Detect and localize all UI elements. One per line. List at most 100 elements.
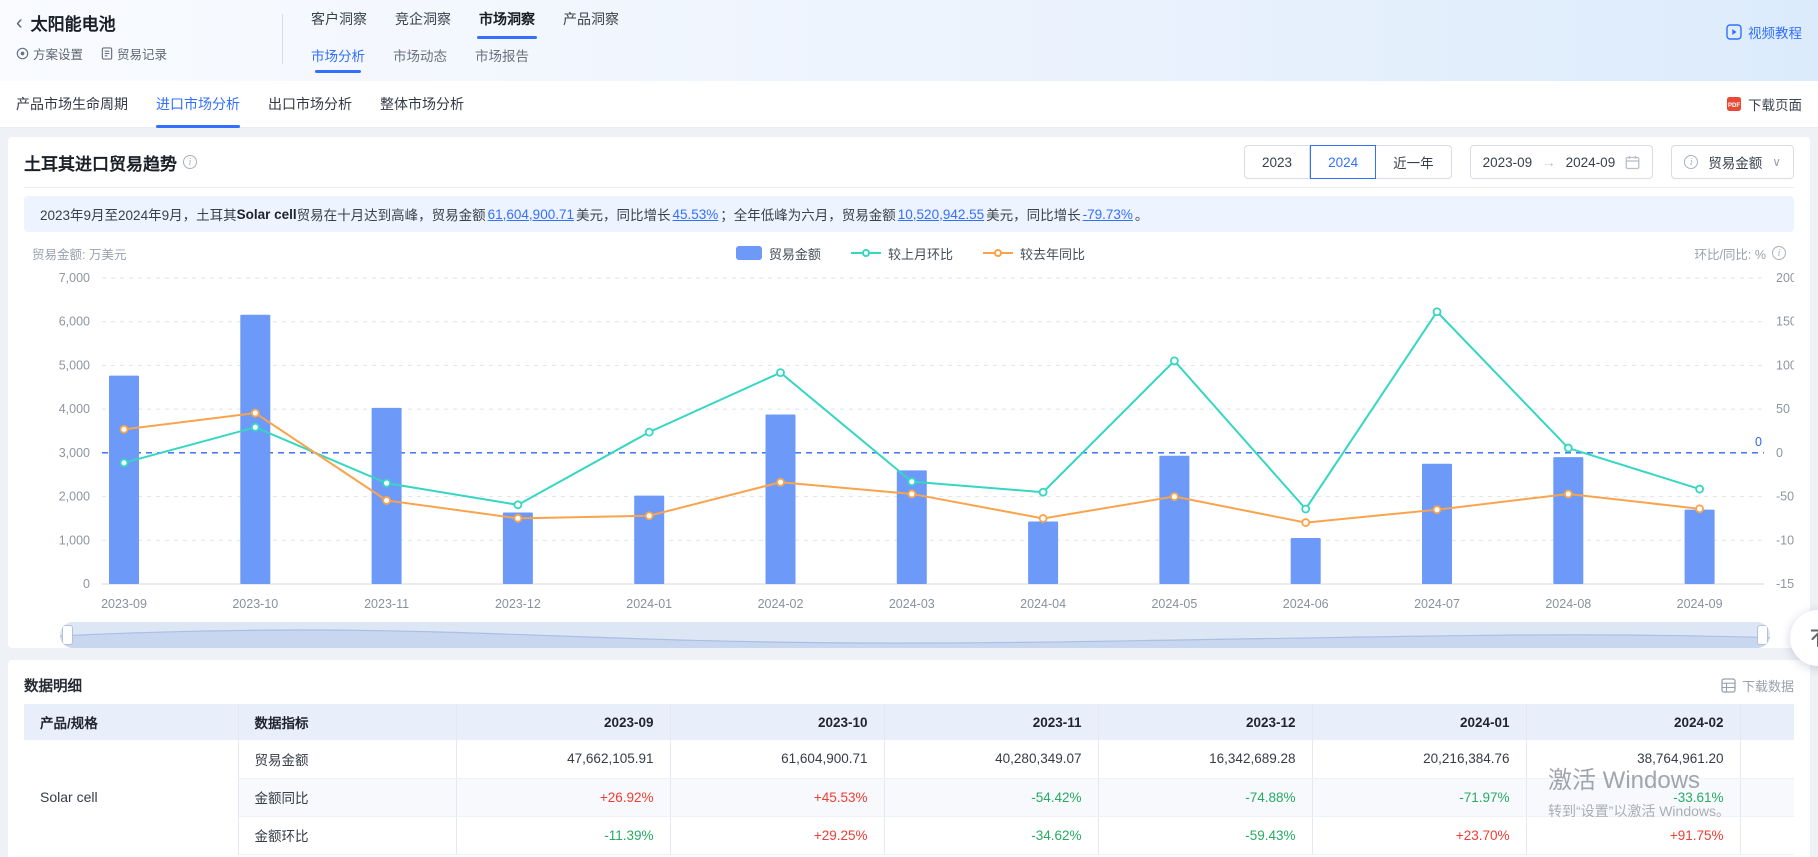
document-icon — [101, 47, 113, 60]
value-cell: +26.92% — [456, 778, 670, 816]
col-month: 2023-12 — [1098, 704, 1312, 740]
metric-dropdown[interactable]: i 贸易金额 ∨ — [1671, 145, 1794, 179]
table-section-title: 数据明细 — [24, 675, 82, 696]
legend-label: 较去年同比 — [1020, 244, 1085, 263]
tab-market-insight[interactable]: 市场洞察 — [477, 9, 537, 39]
svg-text:5,000: 5,000 — [59, 358, 90, 372]
value-cell: -11.39% — [456, 816, 670, 854]
calendar-icon — [1625, 155, 1640, 170]
line-swatch-icon — [851, 252, 881, 254]
nav-export-analysis[interactable]: 出口市场分析 — [268, 81, 352, 128]
svg-text:100: 100 — [1776, 358, 1794, 372]
year-segmented-control: 2023 2024 近一年 — [1244, 145, 1452, 179]
col-month: 2023-11 — [884, 704, 1098, 740]
chart-caption-row: 贸易金额: 万美元 贸易金额 较上月环比 较去年同比 环比/同比: % i — [32, 244, 1786, 262]
tab-product-insight[interactable]: 产品洞察 — [561, 9, 621, 39]
svg-text:2024-04: 2024-04 — [1020, 597, 1066, 611]
svg-text:2023-12: 2023-12 — [495, 597, 541, 611]
svg-text:PDF: PDF — [1728, 103, 1740, 109]
summary-highlight-value: 61,604,900.71 — [488, 207, 574, 222]
value-cell: +23.70% — [1312, 816, 1526, 854]
download-data-button[interactable]: 下载数据 — [1721, 676, 1794, 695]
svg-text:2024-07: 2024-07 — [1414, 597, 1460, 611]
table-row: Solar cell 贸易金额 47,662,105.91 61,604,900… — [24, 740, 1794, 778]
download-page-button[interactable]: PDF 下载页面 — [1726, 94, 1802, 114]
date-range-picker[interactable]: 2023-09 → 2024-09 — [1470, 145, 1654, 179]
right-axis-info-icon[interactable]: i — [1772, 246, 1786, 260]
value-cell: +29.25% — [670, 816, 884, 854]
summary-text: ；全年低峰为六月，贸易金额 — [720, 204, 896, 224]
svg-text:1,000: 1,000 — [59, 533, 90, 547]
col-partial — [1740, 704, 1794, 740]
year-2023-button[interactable]: 2023 — [1244, 145, 1310, 179]
right-axis-caption: 环比/同比: % i — [1694, 244, 1786, 263]
legend-mom[interactable]: 较上月环比 — [851, 244, 953, 263]
metric-info-icon: i — [1684, 155, 1698, 169]
nav-import-analysis[interactable]: 进口市场分析 — [156, 81, 240, 128]
col-month: 2024-01 — [1312, 704, 1526, 740]
summary-highlight-value: 10,520,942.55 — [898, 207, 984, 222]
svg-text:2023-10: 2023-10 — [232, 597, 278, 611]
chart-legend: 贸易金额 较上月环比 较去年同比 — [736, 244, 1085, 263]
summary-text: 贸易在十月达到高峰，贸易金额 — [297, 204, 486, 224]
svg-text:2024-09: 2024-09 — [1677, 597, 1723, 611]
scheme-settings-label: 方案设置 — [33, 44, 83, 63]
trade-records-button[interactable]: 贸易记录 — [101, 44, 167, 63]
download-page-label: 下载页面 — [1748, 94, 1802, 114]
table-row: 金额同比 +26.92% +45.53% -54.42% -74.88% -71… — [24, 778, 1794, 816]
nav-product-lifecycle[interactable]: 产品市场生命周期 — [16, 81, 128, 128]
legend-trade-amount[interactable]: 贸易金额 — [736, 244, 821, 263]
metric-cell: 金额同比 — [238, 778, 456, 816]
svg-text:2,000: 2,000 — [59, 490, 90, 504]
video-tutorial-label: 视频教程 — [1748, 22, 1802, 42]
video-tutorial-button[interactable]: 视频教程 — [1726, 22, 1802, 42]
table-header-row: 产品/规格 数据指标 2023-09 2023-10 2023-11 2023-… — [24, 704, 1794, 740]
chart-datazoom-slider[interactable] — [60, 622, 1770, 648]
value-cell: -74.88% — [1098, 778, 1312, 816]
svg-text:2024-05: 2024-05 — [1151, 597, 1197, 611]
value-cell: 16,342,689.28 — [1098, 740, 1312, 778]
value-cell: +45.53% — [670, 778, 884, 816]
svg-text:2024-06: 2024-06 — [1283, 597, 1329, 611]
value-cell: 61,604,900.71 — [670, 740, 884, 778]
datazoom-minimap — [60, 622, 1770, 648]
nav-overall-analysis[interactable]: 整体市场分析 — [380, 81, 464, 128]
trend-title: 土耳其进口贸易趋势 — [24, 150, 177, 175]
value-cell: -33.61% — [1526, 778, 1740, 816]
subtab-market-report[interactable]: 市场报告 — [473, 45, 531, 73]
summary-text: 美元，同比增长 — [576, 204, 671, 224]
tab-competitor-insight[interactable]: 竞企洞察 — [393, 9, 453, 39]
value-cell: -71.97% — [1312, 778, 1526, 816]
subtab-market-dynamics[interactable]: 市场动态 — [391, 45, 449, 73]
year-2024-button[interactable]: 2024 — [1310, 145, 1376, 179]
svg-text:50: 50 — [1776, 402, 1790, 416]
trend-card: 土耳其进口贸易趋势 i 2023 2024 近一年 2023-09 → 2024… — [8, 137, 1810, 648]
col-metric: 数据指标 — [238, 704, 456, 740]
datazoom-left-handle[interactable] — [62, 625, 73, 645]
legend-yoy[interactable]: 较去年同比 — [983, 244, 1085, 263]
analysis-nav: 产品市场生命周期 进口市场分析 出口市场分析 整体市场分析 PDF 下载页面 — [0, 81, 1818, 128]
data-detail-card: 数据明细 下载数据 产品/规格 数据指标 2023-09 2023-10 202… — [8, 660, 1810, 857]
page: ‹ 太阳能电池 方案设置 贸易记录 客户洞察 竞企洞察 市场洞察 产品洞察 — [0, 0, 1818, 857]
scheme-settings-button[interactable]: 方案设置 — [16, 44, 83, 63]
header-divider — [282, 14, 283, 64]
product-cell: Solar cell — [24, 740, 238, 854]
legend-label: 贸易金额 — [769, 244, 821, 263]
back-icon[interactable]: ‹ — [16, 13, 23, 33]
summary-text: 2023年9月至2024年9月，土耳其 — [40, 204, 237, 224]
svg-text:2023-09: 2023-09 — [101, 597, 147, 611]
metric-cell: 金额环比 — [238, 816, 456, 854]
value-cell: +91.75% — [1526, 816, 1740, 854]
subtab-market-analysis[interactable]: 市场分析 — [309, 45, 367, 73]
range-arrow-icon: → — [1542, 155, 1556, 170]
datazoom-right-handle[interactable] — [1757, 625, 1768, 645]
trend-info-icon[interactable]: i — [183, 155, 197, 169]
pdf-icon: PDF — [1726, 96, 1742, 112]
target-icon — [16, 47, 29, 60]
tab-customer-insight[interactable]: 客户洞察 — [309, 9, 369, 39]
col-month: 2024-02 — [1526, 704, 1740, 740]
data-detail-table: 产品/规格 数据指标 2023-09 2023-10 2023-11 2023-… — [24, 704, 1794, 855]
col-month: 2023-09 — [456, 704, 670, 740]
svg-text:2023-11: 2023-11 — [364, 597, 409, 611]
recent-year-button[interactable]: 近一年 — [1376, 145, 1452, 179]
